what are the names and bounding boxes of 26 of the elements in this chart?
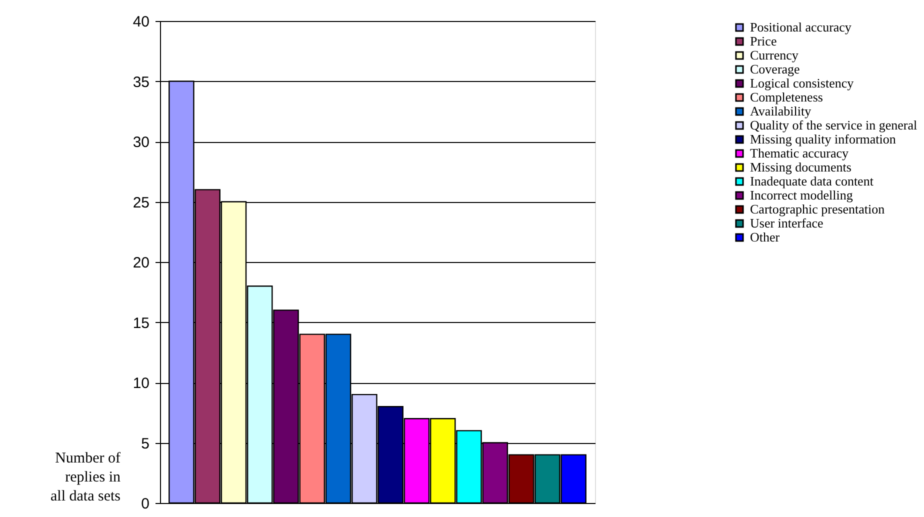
y-tick-label: 25 [132, 194, 150, 212]
legend-label: Missing documents [750, 160, 852, 174]
legend-label: Cartographic presentation [750, 202, 886, 216]
legend-label: Inadequate data content [750, 174, 874, 188]
legend-label: Completeness [750, 90, 823, 104]
legend-label: Coverage [750, 62, 800, 76]
y-tick-label: 40 [132, 14, 150, 30]
legend-label: Other [750, 230, 780, 244]
legend-label: User interface [750, 216, 824, 230]
y-tick-label: 0 [141, 496, 150, 512]
y-tick-label: 30 [132, 134, 150, 151]
y-axis-title: Number of replies in all data sets [50, 450, 121, 504]
legend-label: Quality of the service in general [750, 118, 918, 132]
legend-label: Incorrect modelling [750, 188, 854, 202]
legend-label: Thematic accuracy [750, 146, 850, 160]
legend-label: Logical consistency [750, 76, 854, 90]
y-tick-label: 35 [132, 74, 150, 91]
legend-label: Positional accuracy [750, 20, 852, 34]
y-tick-label: 5 [141, 435, 150, 452]
legend-label: Currency [750, 48, 799, 62]
legend-label: Price [750, 34, 777, 48]
y-tick-label: 20 [132, 254, 150, 272]
legend-label: Availability [750, 104, 812, 118]
y-tick-label: 10 [132, 375, 150, 392]
legend-label: Missing quality information [750, 132, 896, 146]
y-tick-label: 15 [132, 314, 150, 332]
